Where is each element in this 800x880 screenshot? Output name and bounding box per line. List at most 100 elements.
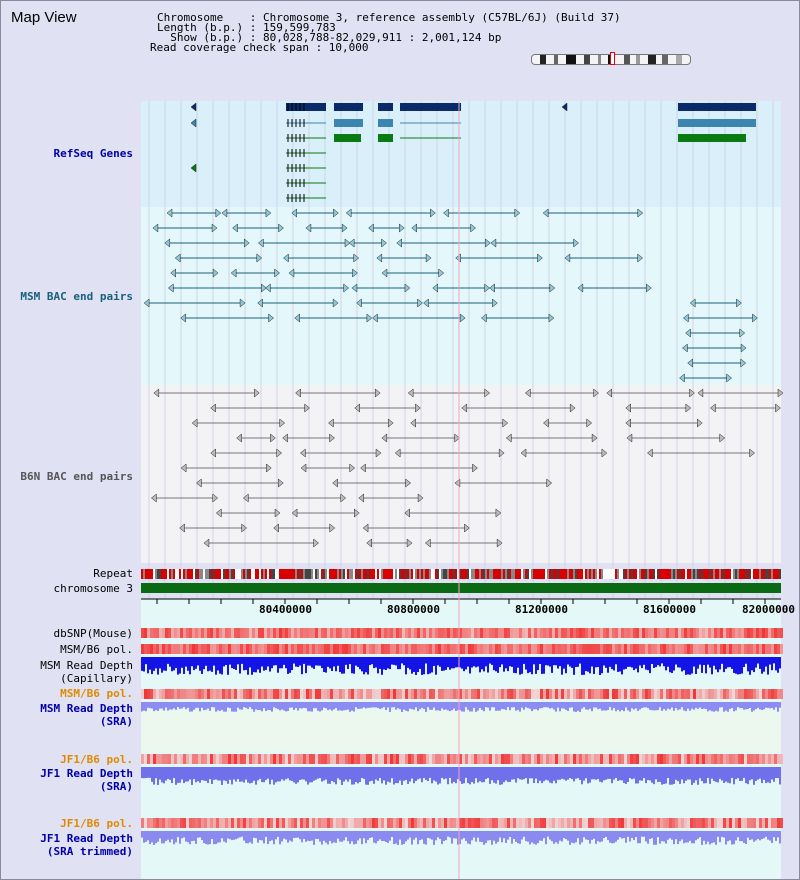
heatmap-cell [624, 644, 627, 654]
depth-bar [583, 767, 585, 781]
heatmap-cell [534, 818, 537, 828]
depth-bar [499, 767, 501, 785]
heatmap-cell [693, 818, 696, 828]
depth-bar [313, 831, 315, 845]
heatmap-cell [720, 818, 723, 828]
depth-bar [183, 767, 185, 784]
heatmap-cell [624, 628, 627, 638]
heatmap-cell [480, 689, 483, 699]
repeat-segment [197, 569, 199, 579]
heatmap-cell [600, 754, 603, 764]
repeat-segment [287, 569, 289, 579]
depth-bar [329, 831, 331, 841]
repeat-track[interactable] [141, 569, 781, 579]
ideogram-position-marker[interactable] [610, 52, 615, 65]
depth-bar [271, 831, 273, 841]
heatmap-cell [165, 628, 168, 638]
heatmap-tracks[interactable] [141, 628, 783, 828]
heatmap-cell [198, 689, 201, 699]
heatmap-cell [732, 628, 735, 638]
depth-bar [771, 702, 773, 708]
depth-bar [261, 657, 263, 667]
bac-end-marker [291, 508, 298, 518]
depth-bar [225, 702, 227, 712]
heatmap-cell [639, 689, 642, 699]
depth-bar [161, 767, 163, 783]
heatmap-cell [300, 644, 303, 654]
heatmap-cell [681, 689, 684, 699]
heatmap-cell [189, 628, 192, 638]
depth-bar [361, 657, 363, 672]
repeat-segment [373, 569, 375, 579]
repeat-segment [537, 569, 539, 579]
depth-bar [691, 767, 693, 785]
depth-bar [201, 767, 203, 781]
depth-bar [619, 767, 621, 781]
heatmap-cell [726, 689, 729, 699]
depth-bar [321, 831, 323, 845]
heatmap-cell [558, 644, 561, 654]
depth-bar [697, 702, 699, 709]
heatmap-cell [486, 689, 489, 699]
msm-bac-track[interactable] [143, 208, 758, 383]
depth-bar [717, 767, 719, 783]
depth-bar [547, 702, 549, 708]
depth-bar [565, 831, 567, 840]
depth-bar [453, 831, 455, 839]
heatmap-cell [672, 689, 675, 699]
depth-bar [397, 702, 399, 709]
read-depth-tracks[interactable] [141, 657, 781, 845]
repeat-segment [301, 569, 303, 579]
depth-bar [647, 767, 649, 780]
heatmap-cell [240, 689, 243, 699]
depth-bar [703, 702, 705, 709]
heatmap-cell [732, 754, 735, 764]
repeat-segment [725, 569, 727, 579]
depth-bar [471, 767, 473, 783]
heatmap-cell [303, 818, 306, 828]
heatmap-cell [621, 754, 624, 764]
heatmap-cell [336, 628, 339, 638]
heatmap-cell [780, 628, 783, 638]
heatmap-cell [678, 818, 681, 828]
depth-bar [179, 702, 181, 709]
depth-bar [285, 702, 287, 712]
heatmap-cell [375, 644, 378, 654]
b6n-bac-label: B6N BAC end pairs [20, 470, 133, 483]
depth-bar [415, 767, 417, 781]
depth-bar [765, 767, 767, 784]
depth-bar [625, 831, 627, 843]
depth-bar [165, 831, 167, 842]
heatmap-cell [546, 644, 549, 654]
b6n-bac-track[interactable] [150, 388, 784, 548]
depth-bar [429, 767, 431, 778]
heatmap-cell [231, 754, 234, 764]
depth-bar [727, 702, 729, 712]
repeat-segment [693, 569, 695, 579]
heatmap-cell [597, 628, 600, 638]
depth-bar [255, 702, 257, 710]
heatmap-cell [645, 689, 648, 699]
repeat-segment [333, 569, 335, 579]
heatmap-cell [267, 628, 270, 638]
repeat-segment [771, 569, 773, 579]
depth-bar [543, 831, 545, 839]
depth-bar [339, 702, 341, 711]
heatmap-cell [162, 689, 165, 699]
depth-bar [305, 767, 307, 782]
depth-bar [605, 702, 607, 711]
jf1-pol2-label: JF1/B6 pol. [60, 817, 133, 830]
heatmap-cell [642, 754, 645, 764]
depth-bar [559, 767, 561, 780]
depth-bar [547, 767, 549, 781]
depth-bar [251, 831, 253, 844]
heatmap-cell [240, 644, 243, 654]
depth-bar [613, 702, 615, 708]
heatmap-cell [555, 754, 558, 764]
depth-bar [419, 831, 421, 841]
depth-bar [223, 831, 225, 842]
refseq-genes-track[interactable] [190, 102, 756, 202]
heatmap-cell [717, 644, 720, 654]
heatmap-cell [528, 754, 531, 764]
